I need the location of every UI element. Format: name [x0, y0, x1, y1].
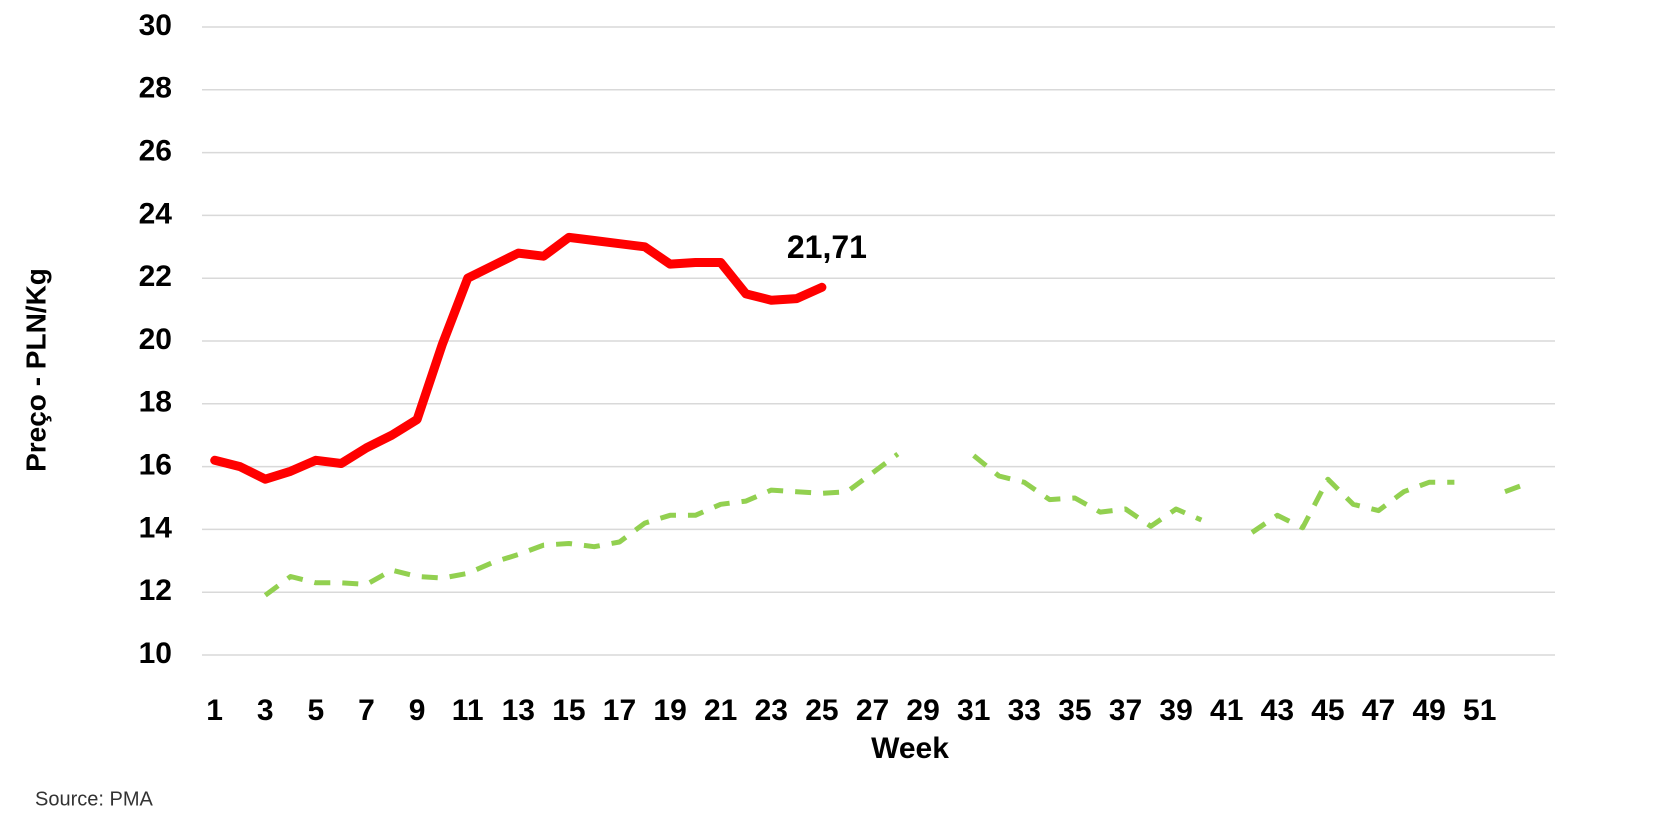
x-tick-label: 17 — [603, 694, 636, 727]
x-tick-label: 29 — [906, 694, 939, 727]
x-tick-label: 9 — [409, 694, 426, 727]
y-tick-label: 22 — [139, 260, 172, 293]
x-tick-label: 37 — [1109, 694, 1142, 727]
y-tick-label: 28 — [139, 72, 172, 105]
x-tick-label: 21 — [704, 694, 737, 727]
x-tick-label: 23 — [755, 694, 788, 727]
source-note: Source: PMA — [35, 788, 153, 810]
x-tick-label: 39 — [1159, 694, 1192, 727]
x-tick-label: 15 — [552, 694, 585, 727]
annotation: 21,71 — [787, 229, 867, 265]
x-tick-label: 7 — [358, 694, 375, 727]
x-tick-label: 33 — [1008, 694, 1041, 727]
y-tick-label: 16 — [139, 449, 172, 482]
x-tick-label: 45 — [1311, 694, 1344, 727]
x-tick-label: 27 — [856, 694, 889, 727]
y-tick-label: 24 — [139, 197, 173, 230]
x-tick-label: 1 — [206, 694, 223, 727]
x-tick-label: 19 — [653, 694, 686, 727]
x-tick-label: 3 — [257, 694, 274, 727]
y-tick-label: 18 — [139, 386, 172, 419]
y-tick-label: 14 — [139, 511, 173, 544]
series-line — [210, 232, 827, 484]
x-tick-label: 25 — [805, 694, 838, 727]
x-tick-label: 35 — [1058, 694, 1091, 727]
x-tick-label: 41 — [1210, 694, 1243, 727]
x-tick-label: 49 — [1412, 694, 1445, 727]
x-tick-label: 11 — [452, 694, 484, 727]
y-tick-label: 26 — [139, 135, 172, 168]
x-tick-label: 47 — [1362, 694, 1395, 727]
y-tick-label: 10 — [139, 637, 172, 670]
y-axis-title: Preço - PLN/Kg — [20, 268, 51, 472]
y-tick-label: 12 — [139, 574, 172, 607]
x-axis-title: Week — [871, 732, 949, 765]
y-tick-label: 20 — [139, 323, 172, 356]
x-tick-label: 31 — [957, 694, 990, 727]
x-tick-label: 51 — [1463, 694, 1496, 727]
y-tick-label: 30 — [139, 9, 172, 42]
x-tick-label: 13 — [502, 694, 535, 727]
series-line — [263, 451, 1532, 598]
x-tick-label: 43 — [1261, 694, 1294, 727]
x-tick-label: 5 — [308, 694, 325, 727]
